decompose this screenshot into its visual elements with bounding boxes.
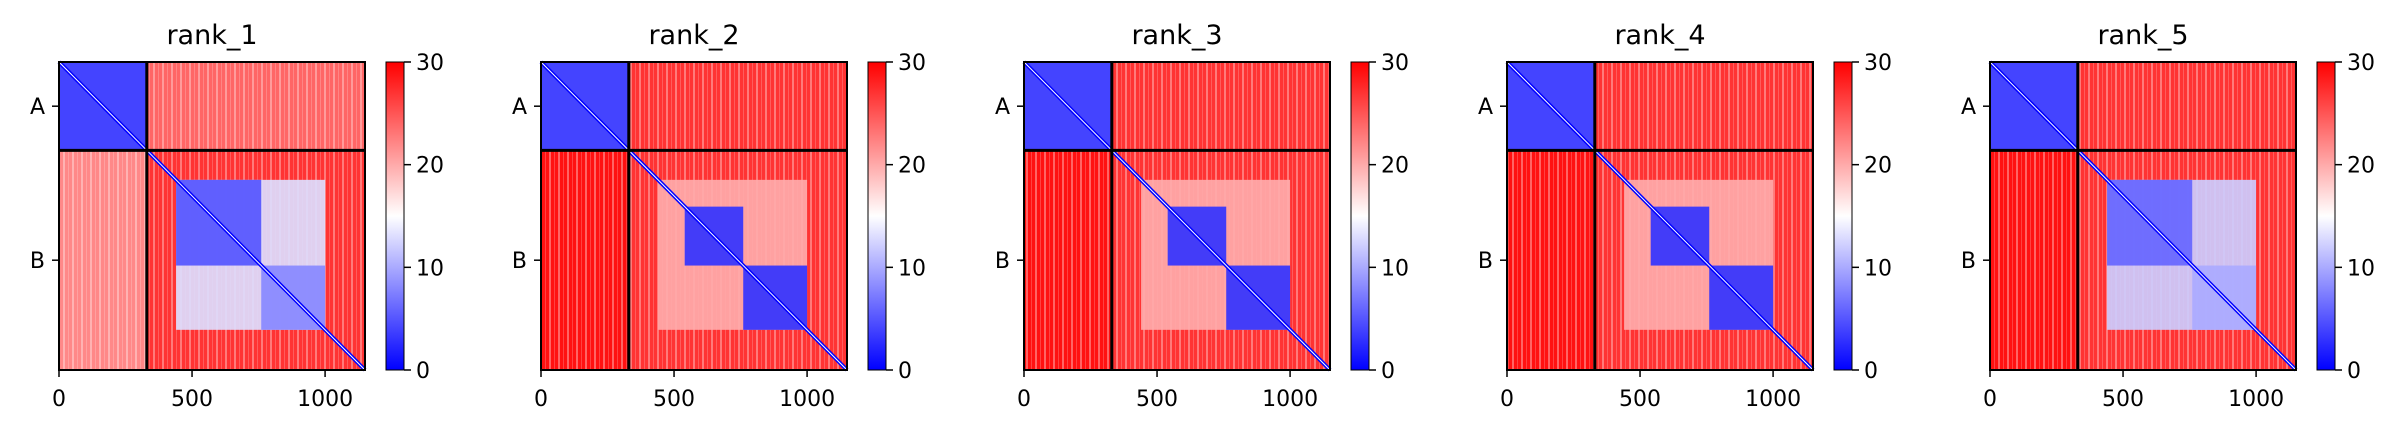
panel-title: rank_5 [2097, 20, 2188, 51]
colorbar-tick-label: 20 [2347, 154, 2375, 179]
x-tick-label: 1000 [779, 387, 835, 412]
heatmap-diagonal-highlight [1989, 61, 2297, 371]
heatmap-diagonal-highlight [1023, 61, 1331, 371]
heatmap-texture [1594, 62, 1813, 151]
colorbar-tick-label: 30 [416, 51, 444, 76]
heatmap-diagonal-highlight [1506, 61, 1814, 371]
panel-rank_3: rank_3 A B 0 500 1000 0 10 20 30 [995, 20, 1409, 412]
y-tick-label: A [1961, 95, 1976, 120]
colorbar-tick-label: 20 [1864, 154, 1892, 179]
heatmap-diagonal-highlight [58, 61, 366, 371]
heatmap-texture [2077, 62, 2296, 151]
y-tick-label: B [30, 249, 45, 274]
heatmap-texture [1990, 150, 2078, 370]
heatmap-texture [59, 150, 147, 370]
colorbar-tick-label: 10 [2347, 256, 2375, 281]
plot-frame [1989, 61, 2297, 371]
colorbar [1350, 61, 1370, 371]
x-tick-label: 500 [171, 387, 213, 412]
colorbar-tick-label: 10 [1381, 256, 1409, 281]
colorbar-tick-label: 30 [2347, 51, 2375, 76]
colorbar-tick-label: 10 [1864, 256, 1892, 281]
heatmap-texture [1111, 62, 1330, 151]
y-tick-label: A [1478, 95, 1493, 120]
panel-title: rank_1 [166, 20, 257, 51]
colorbar-tick-label: 30 [1381, 51, 1409, 76]
x-tick-label: 0 [1500, 387, 1514, 412]
plot-frame [1023, 61, 1331, 371]
x-tick-label: 0 [1983, 387, 1997, 412]
x-tick-label: 0 [1017, 387, 1031, 412]
x-tick-label: 0 [534, 387, 548, 412]
x-tick-label: 500 [1619, 387, 1661, 412]
y-tick-label: A [30, 95, 45, 120]
y-tick-label: B [512, 249, 527, 274]
y-tick-label: A [512, 95, 527, 120]
colorbar-tick-label: 20 [1381, 154, 1409, 179]
colorbar-tick-label: 30 [898, 51, 926, 76]
colorbar-tick-label: 20 [898, 154, 926, 179]
heatmap-texture [1024, 150, 1112, 370]
plot-frame [58, 61, 366, 371]
panel-title: rank_3 [1131, 20, 1222, 51]
x-tick-label: 1000 [1262, 387, 1318, 412]
colorbar-tick-label: 10 [416, 256, 444, 281]
colorbar-tick-label: 0 [1864, 359, 1878, 384]
y-tick-label: B [1478, 249, 1493, 274]
colorbar-tick-label: 0 [2347, 359, 2361, 384]
y-tick-label: B [1961, 249, 1976, 274]
panel-rank_5: rank_5 A B 0 500 1000 0 10 20 30 [1961, 20, 2375, 412]
colorbar-tick-label: 0 [1381, 359, 1395, 384]
x-tick-label: 0 [52, 387, 66, 412]
colorbar-tick-label: 30 [1864, 51, 1892, 76]
colorbar-tick-label: 0 [416, 359, 430, 384]
x-tick-label: 500 [1136, 387, 1178, 412]
colorbar [867, 61, 887, 371]
plot-frame [1506, 61, 1814, 371]
heatmap-texture [146, 62, 365, 151]
x-tick-label: 1000 [2228, 387, 2284, 412]
heatmap-diagonal-highlight [540, 61, 848, 371]
heatmap-texture [541, 150, 629, 370]
heatmap-texture [1507, 150, 1595, 370]
x-tick-label: 1000 [297, 387, 353, 412]
y-tick-label: A [995, 95, 1010, 120]
plot-frame [540, 61, 848, 371]
colorbar [2316, 61, 2336, 371]
x-tick-label: 1000 [1745, 387, 1801, 412]
colorbar-tick-label: 10 [898, 256, 926, 281]
heatmap-texture [628, 62, 847, 151]
panel-title: rank_2 [648, 20, 739, 51]
colorbar-tick-label: 0 [898, 359, 912, 384]
panel-rank_4: rank_4 A B 0 500 1000 0 10 20 30 [1478, 20, 1892, 412]
x-tick-label: 500 [653, 387, 695, 412]
x-tick-label: 500 [2102, 387, 2144, 412]
panel-rank_1: rank_1 A B 0 500 1000 0 10 20 30 [30, 20, 444, 412]
panel-title: rank_4 [1614, 20, 1705, 51]
colorbar [385, 61, 405, 371]
colorbar-tick-label: 20 [416, 154, 444, 179]
panel-rank_2: rank_2 A B 0 500 1000 0 10 20 30 [512, 20, 926, 412]
colorbar [1833, 61, 1853, 371]
y-tick-label: B [995, 249, 1010, 274]
